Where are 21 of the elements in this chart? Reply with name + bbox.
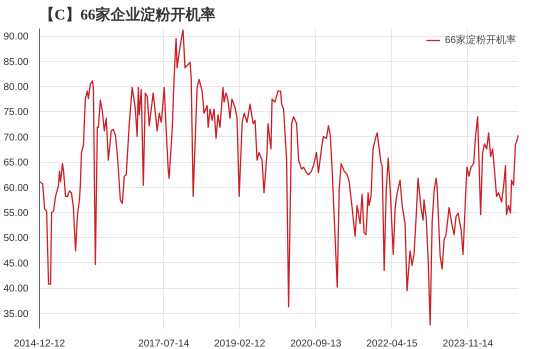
y-tick-label: 65.00 (3, 158, 29, 169)
y-tick-label: 60.00 (3, 182, 29, 194)
x-tick-label: 2017-07-14 (138, 338, 190, 349)
y-tick-label: 80.00 (3, 82, 29, 93)
y-tick-label: 50.00 (3, 233, 29, 244)
y-tick-label: 40.00 (3, 284, 29, 295)
x-tick-label: 2022-04-15 (366, 338, 418, 349)
line-series (40, 29, 518, 326)
y-tick-label: 45.00 (3, 258, 29, 270)
y-tick-label: 75.00 (3, 107, 29, 118)
x-tick-label: 2023-11-14 (442, 338, 494, 349)
y-tick-label: 55.00 (3, 208, 29, 220)
x-tick-label: 2014-12-12 (14, 338, 66, 349)
x-tick-label: 2019-02-12 (214, 338, 266, 349)
legend-label: 66家淀粉开机率 (444, 34, 516, 47)
y-tick-label: 35.00 (3, 308, 29, 320)
y-tick-label: 90.00 (3, 32, 29, 43)
y-tick-label: 85.00 (3, 56, 29, 68)
y-tick-label: 70.00 (3, 132, 29, 144)
x-tick-label: 2020-09-13 (290, 338, 342, 349)
chart-title: 【C】66家企业淀粉开机率 (40, 6, 216, 24)
